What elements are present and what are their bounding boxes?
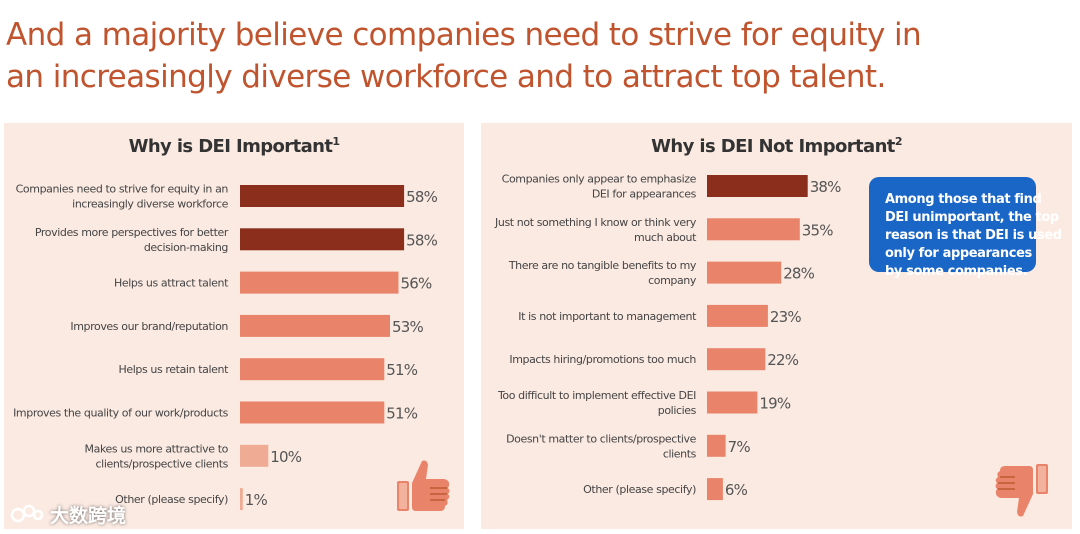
not-important-category-label-3-line-2: company xyxy=(648,274,697,287)
not-important-category-label-2: Just not something I know or think very m… xyxy=(494,216,697,244)
chart-title-important: Why is DEI Important1 xyxy=(4,135,464,157)
important-value-label-4: 53% xyxy=(392,318,423,336)
callout-line-4: only for appearances xyxy=(885,246,1032,261)
important-category-label-1-line-1: Companies need to strive for equity in a… xyxy=(16,183,229,196)
not-important-category-label-5: Impacts hiring/promotions too much xyxy=(509,353,696,366)
not-important-value-label-6: 19% xyxy=(759,395,790,413)
panel-dei-important: Why is DEI Important1 58% Companies need … xyxy=(4,123,464,529)
not-important-category-label-6-line-2: policies xyxy=(658,404,697,417)
not-important-category-label-6-line-1: Too difficult to implement effective DEI xyxy=(497,389,696,402)
not-important-bar-2 xyxy=(707,218,800,241)
chart-title-important-text: Why is DEI Important xyxy=(128,136,333,157)
watermark: 大数跨境 xyxy=(10,500,126,528)
footnote-1: 1 xyxy=(332,135,340,148)
important-value-label-7: 10% xyxy=(270,448,301,466)
important-value-label-5: 51% xyxy=(386,361,417,379)
important-category-label-5: Helps us retain talent xyxy=(119,363,230,376)
important-bar-2 xyxy=(240,228,405,251)
not-important-category-label-6: Too difficult to implement effective DEI… xyxy=(497,389,697,417)
not-important-bar-8 xyxy=(707,478,723,501)
not-important-value-label-5: 22% xyxy=(767,351,798,369)
not-important-value-label-8: 6% xyxy=(725,481,748,499)
not-important-bar-1 xyxy=(707,175,808,197)
thumbs-up-icon xyxy=(397,460,450,511)
not-important-category-label-8: Other (please specify) xyxy=(583,483,696,496)
not-important-value-label-4: 23% xyxy=(770,308,801,326)
chart-dei-important: 58% Companies need to strive for equity i… xyxy=(13,183,438,511)
not-important-category-label-7-line-2: clients xyxy=(663,447,697,460)
important-bar-1 xyxy=(240,185,405,207)
headline-line-2: an increasingly diverse workforce and to… xyxy=(6,59,886,95)
headline-line-1: And a majority believe companies need to… xyxy=(6,17,922,53)
important-value-label-6: 51% xyxy=(386,405,417,423)
important-value-label-3: 56% xyxy=(401,275,432,293)
important-category-label-6: Improves the quality of our work/product… xyxy=(13,407,229,420)
important-category-label-7: Makes us more attractive to clients/prosp… xyxy=(85,442,229,470)
important-category-label-3: Helps us attract talent xyxy=(114,277,229,290)
not-important-category-label-2-line-2: much about xyxy=(634,231,697,244)
important-bar-8 xyxy=(240,488,243,511)
watermark-text: 大数跨境 xyxy=(50,505,127,527)
not-important-category-label-4-line-1: It is not important to management xyxy=(518,310,697,323)
not-important-category-label-5-line-1: Impacts hiring/promotions too much xyxy=(509,353,696,366)
callout-line-3: reason is that DEI is used xyxy=(885,228,1062,243)
important-value-label-2: 58% xyxy=(406,231,437,249)
important-bar-4 xyxy=(240,314,390,337)
callout-line-5: by some companies. xyxy=(885,264,1028,279)
not-important-category-label-1-line-1: Companies only appear to emphasize xyxy=(502,173,697,186)
important-value-label-1: 58% xyxy=(406,188,437,206)
callout-box: Among those that find DEI unimportant, t… xyxy=(869,177,1062,279)
not-important-category-label-2-line-1: Just not something I know or think very xyxy=(494,216,697,229)
not-important-category-label-8-line-1: Other (please specify) xyxy=(583,483,696,496)
important-category-label-1: Companies need to strive for equity in a… xyxy=(16,183,229,211)
not-important-bar-7 xyxy=(707,434,726,457)
callout-line-1: Among those that find xyxy=(885,192,1042,207)
not-important-category-label-3: There are no tangible benefits to my comp… xyxy=(508,259,697,287)
chart-title-not-important: Why is DEI Not Important2 xyxy=(481,135,1072,157)
important-bar-6 xyxy=(240,401,385,424)
important-category-label-4: Improves our brand/reputation xyxy=(70,320,228,333)
chart-title-not-important-text: Why is DEI Not Important xyxy=(651,136,895,157)
important-category-label-4-line-1: Improves our brand/reputation xyxy=(70,320,228,333)
not-important-category-label-7: Doesn't matter to clients/prospective cli… xyxy=(506,432,697,460)
not-important-bar-5 xyxy=(707,348,766,371)
important-category-label-2: Provides more perspectives for better dec… xyxy=(35,226,229,254)
important-category-label-1-line-2: increasingly diverse workforce xyxy=(72,198,228,211)
important-category-label-2-line-1: Provides more perspectives for better xyxy=(35,226,229,239)
not-important-value-label-3: 28% xyxy=(783,265,814,283)
important-category-label-8: Other (please specify) xyxy=(115,493,228,506)
thumbs-down-icon xyxy=(995,464,1048,517)
important-bar-3 xyxy=(240,271,399,294)
important-category-label-5-line-1: Helps us retain talent xyxy=(119,363,230,376)
important-category-label-6-line-1: Improves the quality of our work/product… xyxy=(13,407,229,420)
not-important-category-label-7-line-1: Doesn't matter to clients/prospective xyxy=(506,432,697,445)
not-important-category-label-1: Companies only appear to emphasize DEI fo… xyxy=(502,173,697,201)
important-value-label-8: 1% xyxy=(245,491,268,509)
not-important-value-label-7: 7% xyxy=(728,438,751,456)
footnote-2: 2 xyxy=(894,135,903,148)
not-important-bar-3 xyxy=(707,261,782,284)
not-important-category-label-1-line-2: DEI for appearances xyxy=(592,188,697,201)
important-bar-7 xyxy=(240,444,269,467)
important-category-label-2-line-2: decision-making xyxy=(144,241,228,254)
not-important-category-label-4: It is not important to management xyxy=(518,310,697,323)
important-bar-5 xyxy=(240,358,385,381)
headline: And a majority believe companies need to… xyxy=(6,14,1066,98)
not-important-value-label-2: 35% xyxy=(802,221,833,239)
not-important-value-label-1: 38% xyxy=(810,178,841,196)
not-important-category-label-3-line-1: There are no tangible benefits to my xyxy=(508,259,697,272)
callout-line-2: DEI unimportant, the top xyxy=(885,210,1059,225)
chart-dei-not-important: 38% Companies only appear to emphasize DEI… xyxy=(494,173,842,501)
important-category-label-8-line-1: Other (please specify) xyxy=(115,493,228,506)
not-important-bar-6 xyxy=(707,391,758,414)
not-important-bar-4 xyxy=(707,304,768,327)
important-category-label-3-line-1: Helps us attract talent xyxy=(114,277,229,290)
watermark-logo-icon xyxy=(10,504,44,523)
important-category-label-7-line-1: Makes us more attractive to xyxy=(85,442,229,455)
important-category-label-7-line-2: clients/prospective clients xyxy=(96,457,229,470)
